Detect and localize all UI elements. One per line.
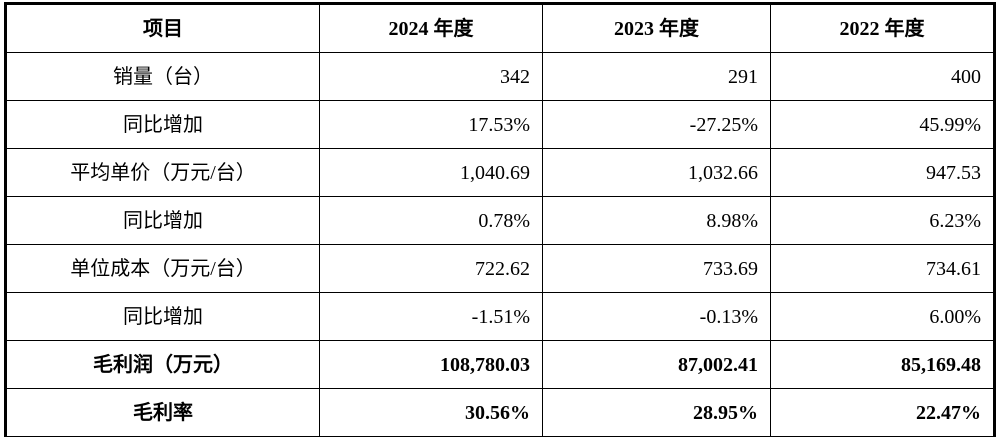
- value-cell: 400: [770, 52, 995, 101]
- value-cell: 947.53: [770, 148, 995, 197]
- value-cell: 45.99%: [770, 100, 995, 149]
- row-label: 同比增加: [5, 292, 320, 341]
- value-cell: 6.23%: [770, 196, 995, 245]
- value-cell: 1,032.66: [542, 148, 771, 197]
- value-cell: -0.13%: [542, 292, 771, 341]
- row-label: 同比增加: [5, 100, 320, 149]
- header-cell-item: 项目: [5, 3, 320, 53]
- value-cell: 722.62: [319, 244, 543, 293]
- value-cell: 6.00%: [770, 292, 995, 341]
- header-cell-2022: 2022 年度: [770, 3, 995, 53]
- row-label: 单位成本（万元/台）: [5, 244, 320, 293]
- value-cell: 733.69: [542, 244, 771, 293]
- table-row: 平均单价（万元/台） 1,040.69 1,032.66 947.53: [5, 148, 995, 197]
- table-row: 毛利润（万元） 108,780.03 87,002.41 85,169.48: [5, 340, 995, 389]
- row-label: 同比增加: [5, 196, 320, 245]
- value-cell: 87,002.41: [542, 340, 771, 389]
- table-body: 销量（台） 342 291 400 同比增加 17.53% -27.25% 45.99% 平均单…: [5, 52, 995, 437]
- value-cell: 85,169.48: [770, 340, 995, 389]
- table-row: 同比增加 -1.51% -0.13% 6.00%: [5, 292, 995, 341]
- value-cell: -27.25%: [542, 100, 771, 149]
- table-row: 毛利率 30.56% 28.95% 22.47%: [5, 388, 995, 437]
- row-label: 平均单价（万元/台）: [5, 148, 320, 197]
- row-label: 毛利率: [5, 388, 320, 437]
- value-cell: 8.98%: [542, 196, 771, 245]
- header-cell-2024: 2024 年度: [319, 3, 543, 53]
- value-cell: 28.95%: [542, 388, 771, 437]
- value-cell: 291: [542, 52, 771, 101]
- table-row: 同比增加 17.53% -27.25% 45.99%: [5, 100, 995, 149]
- value-cell: 0.78%: [319, 196, 543, 245]
- value-cell: 22.47%: [770, 388, 995, 437]
- table-header-row: 项目 2024 年度 2023 年度 2022 年度: [5, 3, 995, 53]
- table-row: 销量（台） 342 291 400: [5, 52, 995, 101]
- financial-data-table: 项目 2024 年度 2023 年度 2022 年度 销量（台） 342 291 40…: [4, 2, 996, 437]
- value-cell: 17.53%: [319, 100, 543, 149]
- row-label: 销量（台）: [5, 52, 320, 101]
- value-cell: 1,040.69: [319, 148, 543, 197]
- value-cell: 734.61: [770, 244, 995, 293]
- value-cell: 30.56%: [319, 388, 543, 437]
- value-cell: -1.51%: [319, 292, 543, 341]
- header-cell-2023: 2023 年度: [542, 3, 771, 53]
- table-row: 同比增加 0.78% 8.98% 6.23%: [5, 196, 995, 245]
- value-cell: 342: [319, 52, 543, 101]
- table-row: 单位成本（万元/台） 722.62 733.69 734.61: [5, 244, 995, 293]
- row-label: 毛利润（万元）: [5, 340, 320, 389]
- value-cell: 108,780.03: [319, 340, 543, 389]
